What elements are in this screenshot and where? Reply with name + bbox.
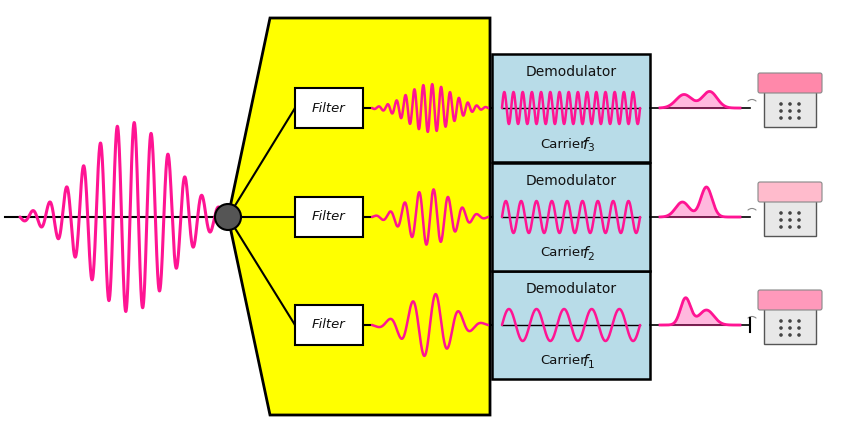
FancyBboxPatch shape <box>295 305 363 345</box>
Circle shape <box>798 218 801 222</box>
FancyBboxPatch shape <box>492 271 650 379</box>
Circle shape <box>779 225 782 229</box>
Text: Demodulator: Demodulator <box>526 65 617 79</box>
Circle shape <box>215 204 241 230</box>
Text: Demodulator: Demodulator <box>526 174 617 188</box>
FancyBboxPatch shape <box>492 54 650 162</box>
Polygon shape <box>228 18 490 415</box>
Circle shape <box>788 326 792 330</box>
Circle shape <box>779 102 782 106</box>
Text: Filter: Filter <box>312 101 346 114</box>
Text: $f_{3}$: $f_{3}$ <box>582 136 596 154</box>
Text: Carrier: Carrier <box>540 246 586 259</box>
Circle shape <box>788 109 792 113</box>
Circle shape <box>788 218 792 222</box>
Text: Demodulator: Demodulator <box>526 282 617 296</box>
Circle shape <box>788 102 792 106</box>
Circle shape <box>788 319 792 323</box>
Circle shape <box>798 319 801 323</box>
Text: Filter: Filter <box>312 210 346 223</box>
Circle shape <box>779 211 782 215</box>
Circle shape <box>798 109 801 113</box>
Text: $f_{1}$: $f_{1}$ <box>582 352 596 372</box>
FancyBboxPatch shape <box>295 197 363 237</box>
FancyBboxPatch shape <box>758 182 822 202</box>
Circle shape <box>779 218 782 222</box>
Circle shape <box>779 333 782 337</box>
Circle shape <box>779 116 782 120</box>
Circle shape <box>798 333 801 337</box>
Text: Carrier: Carrier <box>540 355 586 368</box>
Circle shape <box>798 116 801 120</box>
Text: $f_{2}$: $f_{2}$ <box>582 245 596 263</box>
Circle shape <box>779 109 782 113</box>
Circle shape <box>798 211 801 215</box>
Circle shape <box>798 225 801 229</box>
Text: Carrier: Carrier <box>540 138 586 151</box>
Circle shape <box>788 333 792 337</box>
FancyBboxPatch shape <box>295 88 363 128</box>
FancyBboxPatch shape <box>758 73 822 93</box>
Circle shape <box>798 326 801 330</box>
Circle shape <box>788 225 792 229</box>
Circle shape <box>788 211 792 215</box>
Circle shape <box>779 326 782 330</box>
FancyBboxPatch shape <box>764 302 816 344</box>
Circle shape <box>798 102 801 106</box>
Circle shape <box>788 116 792 120</box>
FancyBboxPatch shape <box>492 163 650 271</box>
FancyBboxPatch shape <box>764 85 816 127</box>
Text: Filter: Filter <box>312 319 346 332</box>
FancyBboxPatch shape <box>758 290 822 310</box>
FancyBboxPatch shape <box>764 194 816 236</box>
Circle shape <box>779 319 782 323</box>
